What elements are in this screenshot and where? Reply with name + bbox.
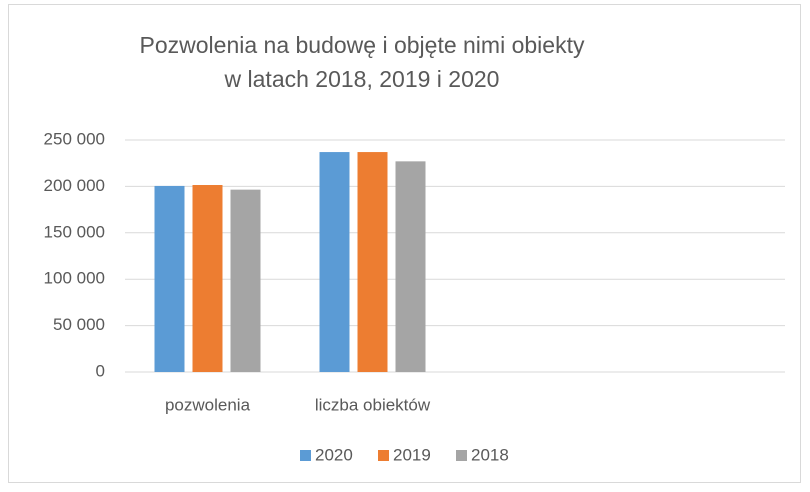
- bar: [395, 161, 426, 372]
- bar: [319, 152, 350, 372]
- legend-swatch: [378, 450, 389, 461]
- legend-swatch: [456, 450, 467, 461]
- y-tick-label: 150 000: [44, 222, 105, 241]
- bar: [357, 152, 388, 372]
- bar: [192, 185, 223, 372]
- x-tick-label: liczba obiektów: [315, 395, 431, 414]
- legend-swatch: [300, 450, 311, 461]
- chart-title: w latach 2018, 2019 i 2020: [224, 66, 500, 92]
- legend-label: 2020: [315, 445, 353, 464]
- legend-label: 2018: [471, 445, 509, 464]
- legend-label: 2019: [393, 445, 431, 464]
- y-tick-label: 250 000: [44, 129, 105, 148]
- chart-title: Pozwolenia na budowę i objęte nimi obiek…: [140, 32, 585, 58]
- y-tick-label: 100 000: [44, 269, 105, 288]
- y-tick-label: 0: [96, 361, 105, 380]
- bar: [230, 189, 261, 372]
- x-tick-label: pozwolenia: [165, 395, 251, 414]
- bar: [154, 185, 185, 372]
- y-tick-label: 200 000: [44, 176, 105, 195]
- y-tick-label: 50 000: [53, 315, 105, 334]
